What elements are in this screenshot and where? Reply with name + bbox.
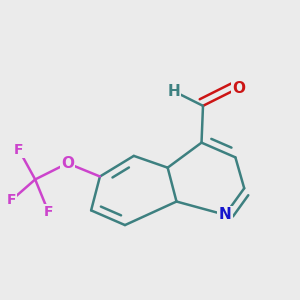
Text: F: F (7, 193, 16, 207)
Text: O: O (61, 156, 74, 171)
Text: H: H (167, 84, 180, 99)
Text: N: N (219, 207, 232, 222)
Text: F: F (44, 205, 53, 219)
Text: F: F (14, 143, 24, 157)
Text: O: O (232, 81, 245, 96)
